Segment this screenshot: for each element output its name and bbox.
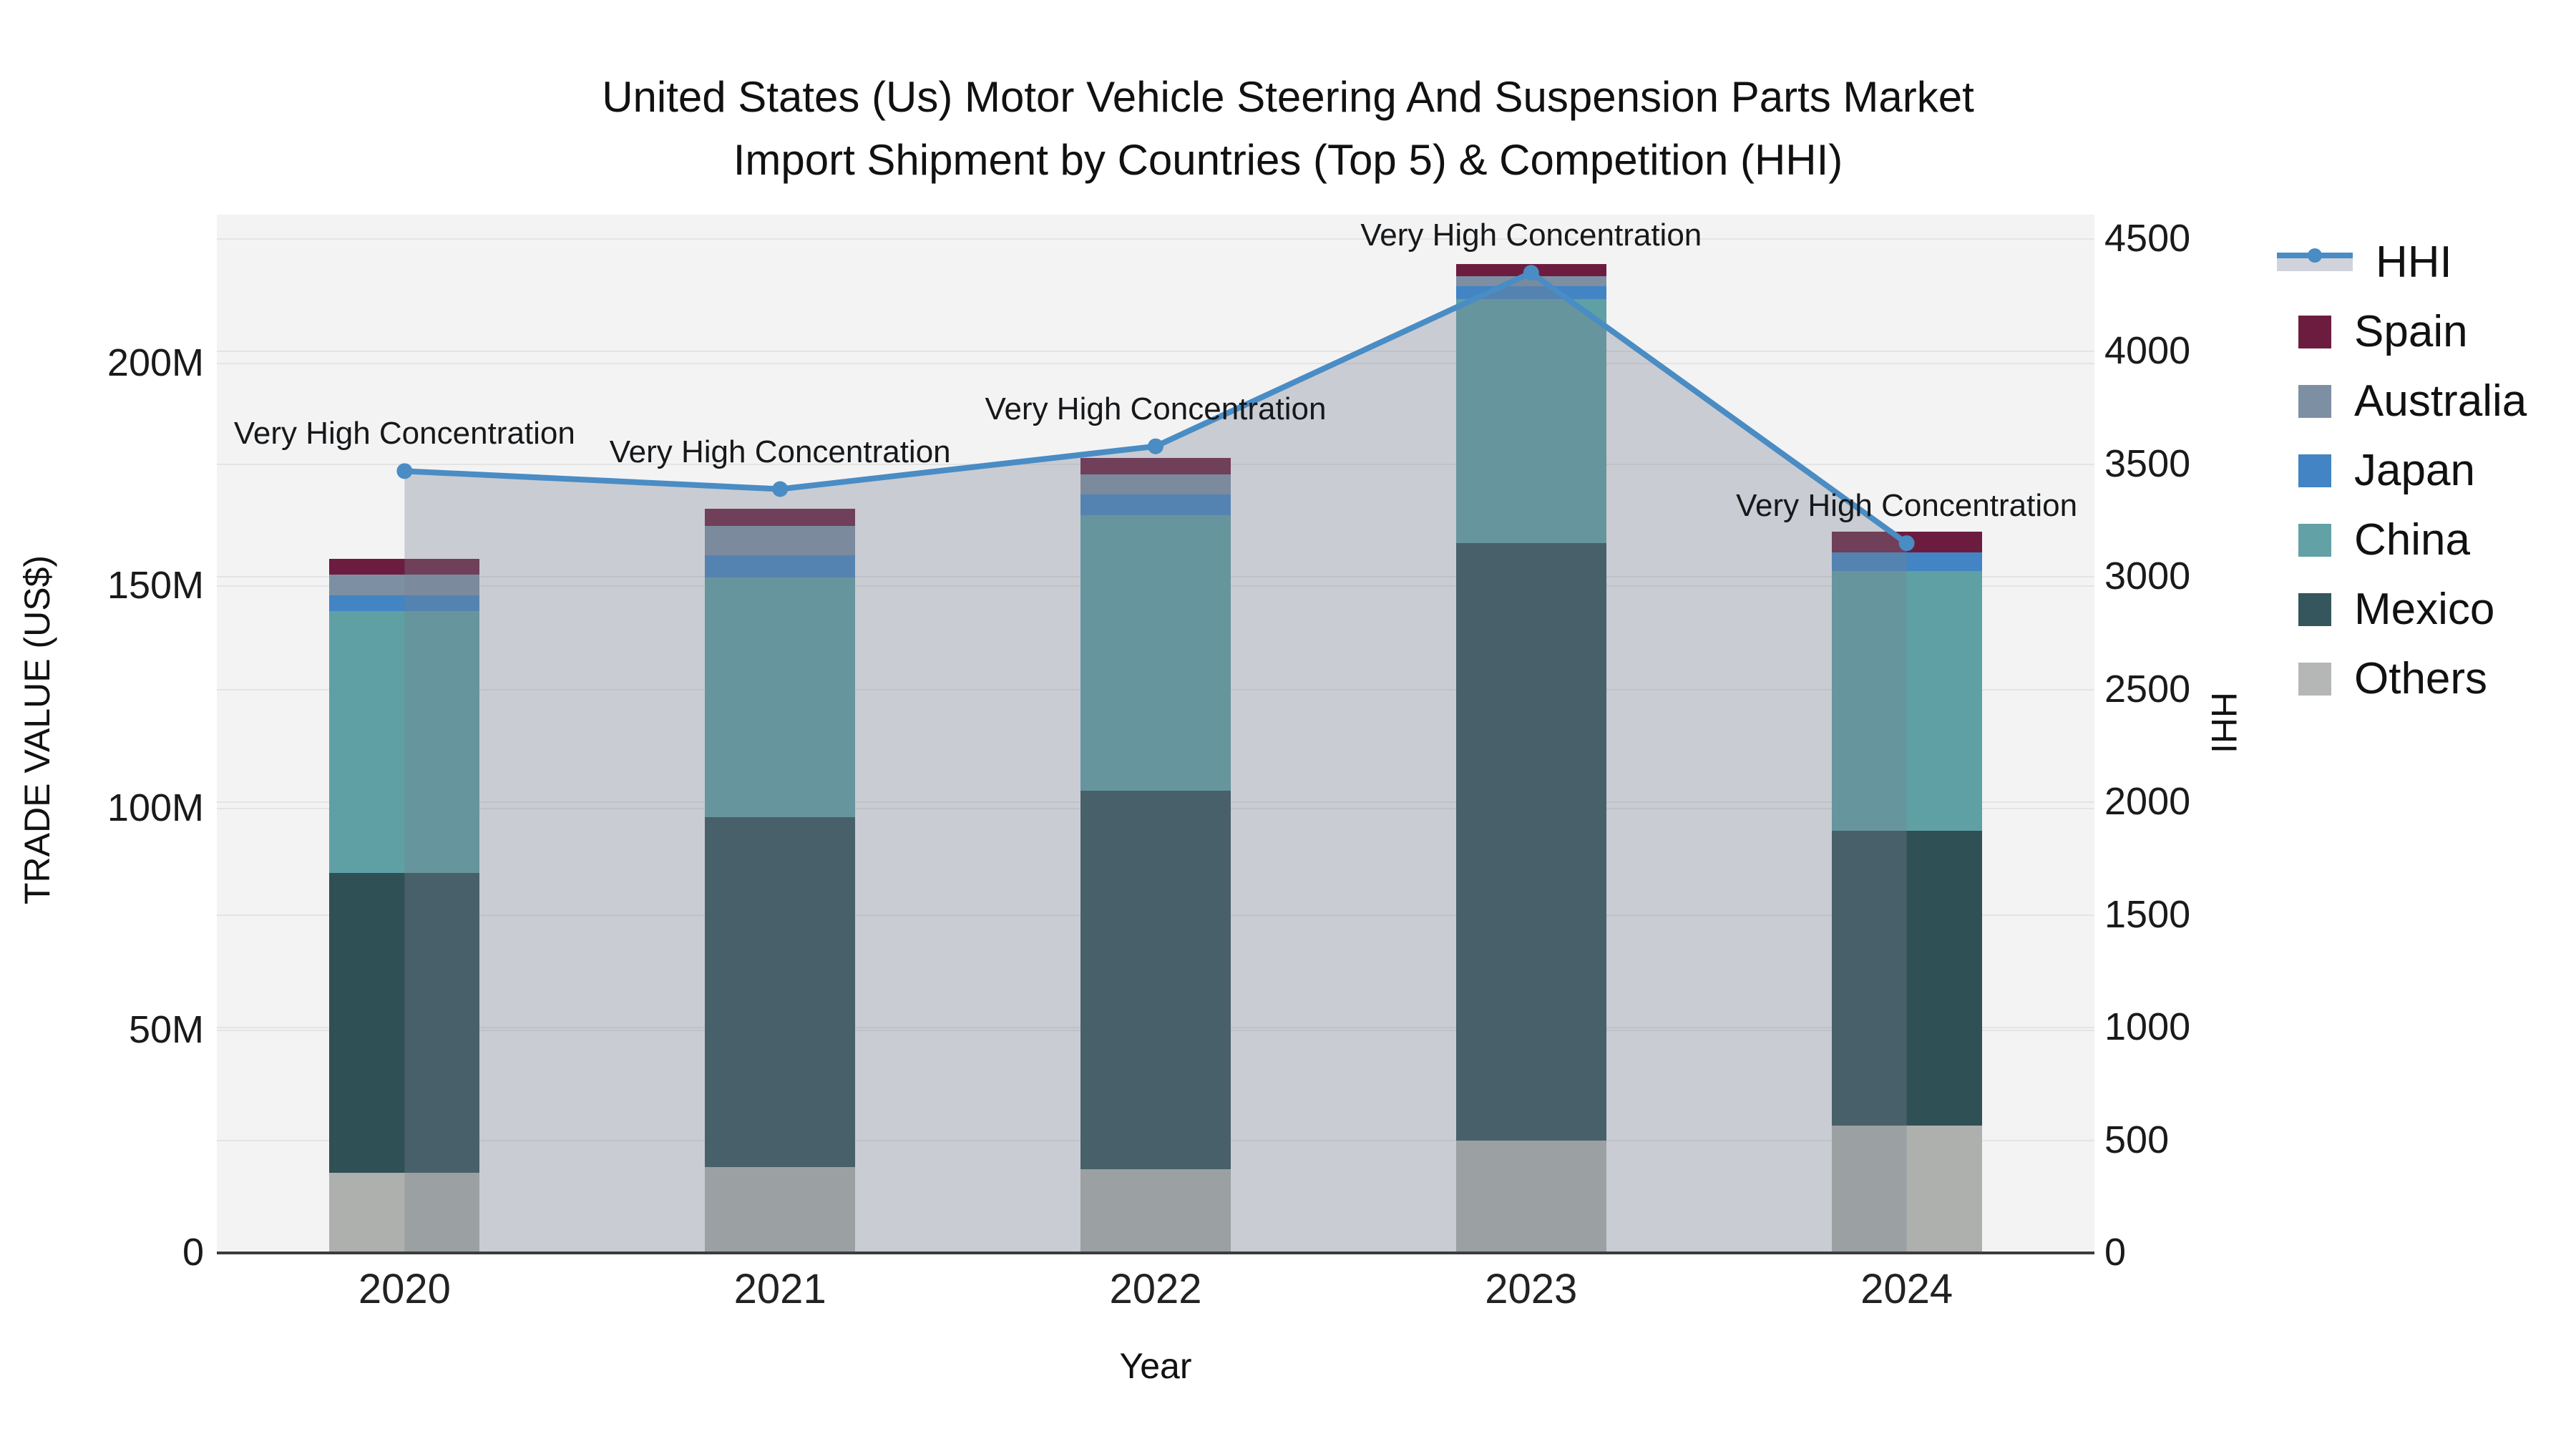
bar-segment-others-2020 [329, 1173, 480, 1253]
annotation-2021: Very High Concentration [609, 434, 951, 469]
hhi-marker-2022 [1148, 438, 1163, 454]
right-tick-label: 2500 [2104, 667, 2191, 711]
legend-item-mexico[interactable]: Mexico [2277, 575, 2527, 644]
chart-title: United States (Us) Motor Vehicle Steerin… [0, 66, 2576, 192]
legend-label: Japan [2354, 446, 2475, 495]
bar-segment-china-2020 [329, 611, 480, 874]
annotation-2024: Very High Concentration [1736, 488, 2078, 524]
legend-swatch-china [2298, 523, 2331, 557]
bar-segment-mexico-2020 [329, 873, 480, 1174]
bar-segment-mexico-2023 [1455, 543, 1606, 1141]
legend-swatch-australia [2298, 384, 2331, 418]
bar-segment-china-2022 [1080, 514, 1231, 791]
annotation-2023: Very High Concentration [1360, 218, 1702, 253]
legend-swatch-japan [2298, 454, 2331, 487]
bar-segment-others-2021 [705, 1167, 856, 1253]
bar-segment-others-2024 [1831, 1126, 1982, 1253]
right-tick-label: 3500 [2104, 441, 2191, 485]
gridline [217, 351, 2094, 353]
bar-segment-mexico-2024 [1831, 830, 1982, 1126]
bar-segment-spain-2021 [705, 509, 856, 527]
right-axis-title: HHI [2204, 691, 2244, 754]
left-tick-label: 0 [182, 1231, 204, 1274]
hhi-legend-band [2277, 255, 2353, 271]
legend-swatch-mexico [2298, 592, 2331, 626]
right-tick-label: 4000 [2104, 329, 2191, 373]
bar-segment-mexico-2021 [705, 816, 856, 1168]
bar-segment-spain-2022 [1080, 457, 1231, 474]
right-tick-label: 500 [2104, 1118, 2170, 1161]
x-tick-label-2023: 2023 [1485, 1266, 1578, 1312]
bar-segment-others-2022 [1080, 1169, 1231, 1253]
right-tick-label: 0 [2104, 1231, 2127, 1274]
legend-label: Australia [2354, 376, 2527, 426]
left-axis-title: TRADE VALUE (US$) [17, 555, 57, 905]
legend-item-hhi[interactable]: HHI [2277, 228, 2527, 297]
legend-label: Others [2354, 654, 2488, 703]
bar-segment-australia-2021 [705, 526, 856, 555]
right-tick-label: 3000 [2104, 555, 2191, 598]
bar-segment-japan-2022 [1080, 494, 1231, 515]
x-axis-title: Year [1119, 1346, 1192, 1386]
gridline [217, 238, 2094, 240]
legend-label: Spain [2354, 307, 2468, 356]
legend-label: HHI [2376, 238, 2452, 287]
left-tick-label: 200M [107, 341, 204, 384]
gridline [217, 363, 2094, 364]
bar-segment-china-2023 [1455, 298, 1606, 544]
hhi-marker-2021 [772, 481, 789, 497]
bar-segment-others-2023 [1455, 1140, 1606, 1253]
bar-segment-china-2024 [1831, 570, 1982, 831]
x-tick-label-2020: 2020 [358, 1266, 451, 1312]
right-tick-label: 4500 [2104, 216, 2191, 260]
x-tick-label-2022: 2022 [1109, 1266, 1202, 1312]
right-tick-label: 1500 [2104, 892, 2191, 936]
legend-label: Mexico [2354, 585, 2495, 634]
left-tick-label: 150M [107, 563, 204, 607]
bar-segment-australia-2022 [1080, 474, 1231, 494]
legend-swatch-spain [2298, 315, 2331, 348]
bar-segment-mexico-2022 [1080, 791, 1231, 1170]
legend-item-china[interactable]: China [2277, 505, 2527, 575]
x-tick-label-2021: 2021 [733, 1266, 826, 1312]
bar-segment-australia-2020 [329, 574, 480, 596]
legend-item-spain[interactable]: Spain [2277, 297, 2527, 366]
hhi-legend-marker-icon [2308, 248, 2322, 263]
legend-swatch-others [2298, 662, 2331, 696]
hhi-marker-2020 [396, 463, 413, 479]
legend-item-japan[interactable]: Japan [2277, 436, 2527, 505]
hhi-legend-sample [2277, 248, 2353, 271]
chart-title-line1: United States (Us) Motor Vehicle Steerin… [602, 73, 1974, 121]
bar-segment-spain-2023 [1455, 263, 1606, 277]
x-axis-line [217, 1252, 2094, 1254]
x-tick-label-2024: 2024 [1860, 1266, 1953, 1312]
left-tick-label: 50M [128, 1008, 204, 1052]
bar-segment-china-2021 [705, 577, 856, 817]
annotation-2022: Very High Concentration [985, 391, 1327, 426]
plot-area: Very High Concentration Very High Concent… [217, 215, 2094, 1253]
left-tick-label: 100M [107, 786, 204, 829]
bar-segment-japan-2024 [1831, 552, 1982, 571]
legend-item-australia[interactable]: Australia [2277, 366, 2527, 436]
right-tick-label: 1000 [2104, 1005, 2191, 1049]
right-tick-label: 2000 [2104, 780, 2191, 824]
legend-item-others[interactable]: Others [2277, 644, 2527, 713]
chart-title-line2: Import Shipment by Countries (Top 5) & C… [733, 136, 1843, 184]
bar-segment-japan-2021 [705, 555, 856, 577]
bar-segment-japan-2023 [1455, 286, 1606, 299]
legend-label: China [2354, 515, 2470, 565]
bar-segment-spain-2024 [1831, 531, 1982, 553]
legend: HHI Spain Australia Japan China Mexico Others [2277, 228, 2527, 713]
bar-segment-australia-2023 [1455, 276, 1606, 287]
bar-segment-spain-2020 [329, 559, 480, 575]
annotation-2020: Very High Concentration [233, 416, 575, 452]
bar-segment-japan-2020 [329, 595, 480, 612]
